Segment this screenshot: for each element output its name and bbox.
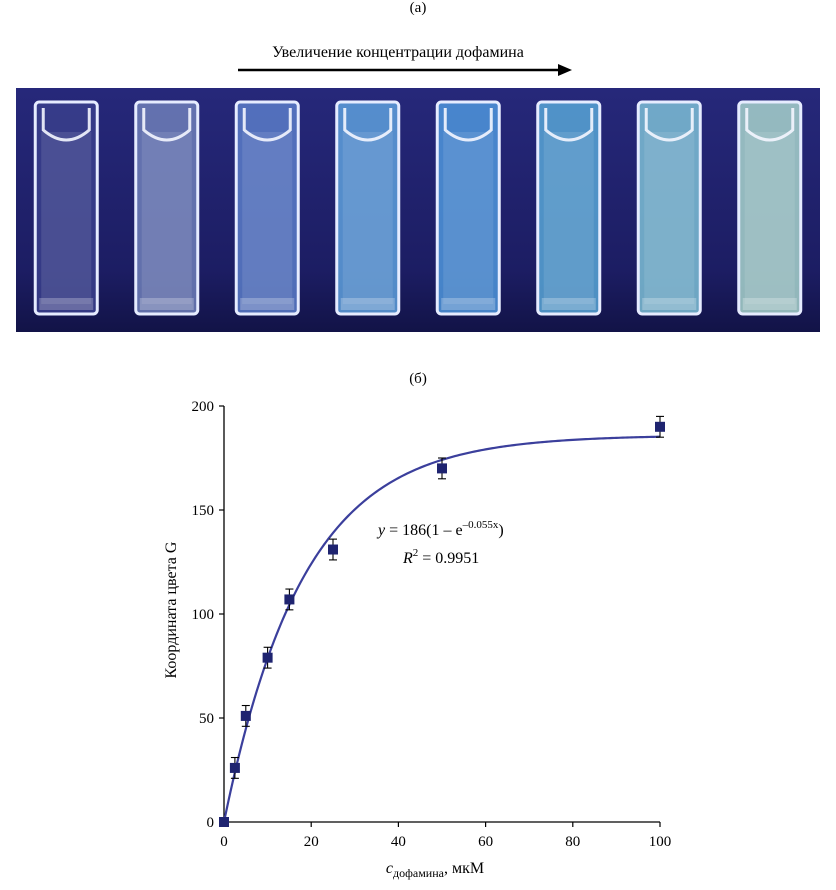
y-tick-label: 0 [207, 815, 215, 831]
x-tick-label: 60 [478, 834, 493, 850]
r-squared-symbol: R [402, 550, 413, 567]
r-squared: R2 = 0.9951 [402, 547, 479, 567]
r-squared-value: = 0.9951 [418, 550, 479, 567]
data-point [328, 544, 338, 555]
x-axis-label-main: c [386, 860, 393, 877]
cuvette [435, 100, 501, 316]
fit-equation-exponent: –0.055x [462, 519, 499, 531]
cuvette [33, 100, 99, 316]
fit-equation-close: ) [498, 522, 503, 539]
cuvette [536, 100, 602, 316]
data-point [229, 762, 240, 773]
concentration-arrow [238, 64, 572, 76]
data-point [262, 652, 273, 663]
x-axis-label-subscript: дофамина [393, 866, 445, 880]
data-point [437, 463, 447, 474]
fit-equation-lhs: y [376, 522, 386, 539]
x-ticks: 0 20 40 60 80 100 [220, 822, 671, 850]
panel-a-label: (а) [409, 0, 427, 16]
data-points [219, 415, 665, 827]
data-point [219, 817, 229, 827]
x-tick-label: 80 [565, 834, 580, 850]
r-squared-exponent: 2 [413, 547, 419, 559]
y-tick-label: 50 [199, 711, 214, 727]
y-ticks: 0 50 100 150 200 [192, 399, 224, 831]
cuvette [636, 100, 702, 316]
fit-curve [222, 435, 661, 823]
data-point [240, 710, 251, 721]
panel-b-label: (б) [409, 371, 427, 387]
x-tick-label: 20 [304, 834, 319, 850]
concentration-chart: Координата цвета G cдофамина, мкМ 0 20 40 6… [163, 399, 671, 880]
fit-equation: y = 186(1 – e–0.055x) [376, 519, 504, 539]
cuvette-photo [16, 88, 820, 332]
cuvette [335, 100, 401, 316]
data-point [655, 421, 665, 432]
cuvette [737, 100, 803, 316]
x-tick-label: 40 [391, 834, 406, 850]
y-tick-label: 150 [192, 503, 215, 519]
cuvette [134, 100, 200, 316]
x-axis-label: cдофамина, мкМ [386, 860, 484, 880]
fit-equation-body: = 186(1 – e [385, 522, 462, 539]
x-tick-label: 0 [220, 834, 228, 850]
x-tick-label: 100 [649, 834, 672, 850]
arrow-caption: Увеличение концентрации дофамина [272, 44, 524, 61]
y-tick-label: 100 [192, 607, 215, 623]
y-axis-label: Координата цвета G [163, 541, 180, 678]
y-tick-label: 200 [192, 399, 215, 415]
data-point [284, 594, 295, 605]
x-axis-label-unit: , мкМ [444, 860, 484, 877]
cuvette [234, 100, 300, 316]
